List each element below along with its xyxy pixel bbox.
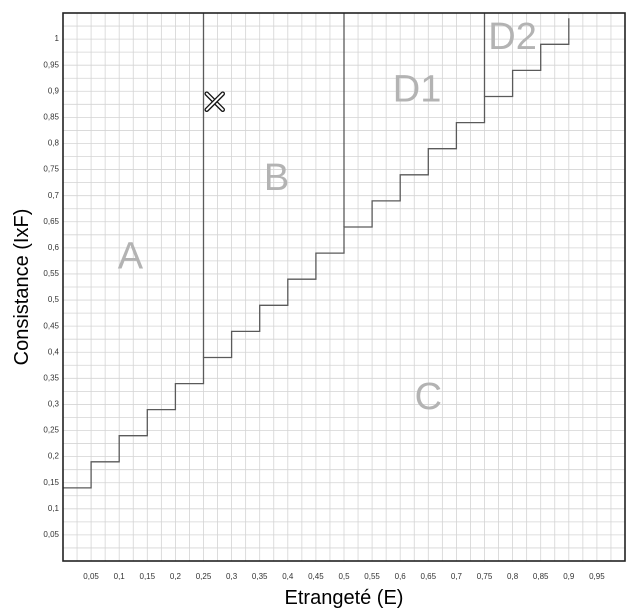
x-marker (204, 91, 225, 112)
region-label-c: C (415, 376, 442, 418)
y-tick-label: 0,7 (48, 191, 60, 200)
y-tick-label: 0,55 (43, 269, 59, 278)
x-tick-label: 0,5 (338, 572, 350, 581)
x-tick-labels: 0,05 0,1 0,15 0,2 0,25 0,3 0,35 0,4 0,45 0,5 0,55 0… (83, 572, 605, 581)
y-tick-label: 0,25 (43, 426, 59, 435)
x-tick-label: 0,05 (83, 572, 99, 581)
y-tick-label: 0,3 (48, 400, 60, 409)
x-tick-label: 0,85 (533, 572, 549, 581)
y-tick-label: 1 (55, 34, 60, 43)
y-tick-labels: 0,05 0,1 0,15 0,2 0,25 0,3 0,35 0,4 0,45 0,5 0,55 0… (43, 34, 59, 539)
x-tick-label: 0,25 (196, 572, 212, 581)
x-tick-label: 0,55 (364, 572, 380, 581)
y-tick-label: 0,35 (43, 373, 59, 382)
region-labels: A B C D1 D2 (118, 16, 537, 418)
region-label-b: B (264, 157, 289, 199)
x-tick-label: 0,8 (507, 572, 519, 581)
y-tick-label: 0,9 (48, 86, 60, 95)
y-tick-label: 0,85 (43, 112, 59, 121)
y-axis-title: Consistance (IxF) (11, 209, 33, 366)
y-tick-label: 0,45 (43, 321, 59, 330)
y-tick-label: 0,15 (43, 478, 59, 487)
y-tick-label: 0,5 (48, 295, 60, 304)
x-tick-label: 0,75 (477, 572, 493, 581)
y-tick-label: 0,1 (48, 504, 60, 513)
y-tick-label: 0,8 (48, 139, 60, 148)
x-tick-label: 0,9 (563, 572, 575, 581)
x-tick-label: 0,4 (282, 572, 294, 581)
x-tick-label: 0,15 (140, 572, 156, 581)
x-tick-label: 0,2 (170, 572, 182, 581)
region-label-a: A (118, 235, 144, 277)
y-tick-label: 0,6 (48, 243, 60, 252)
y-tick-label: 0,65 (43, 217, 59, 226)
x-tick-label: 0,7 (451, 572, 463, 581)
x-tick-label: 0,1 (114, 572, 126, 581)
plot-frame (62, 12, 626, 562)
data-markers (204, 91, 225, 112)
x-tick-label: 0,95 (589, 572, 605, 581)
y-tick-label: 0,05 (43, 530, 59, 539)
y-tick-label: 0,2 (48, 452, 60, 461)
x-tick-label: 0,65 (421, 572, 437, 581)
y-tick-label: 0,4 (48, 347, 60, 356)
x-tick-label: 0,45 (308, 572, 324, 581)
x-marker-stroke-inner (205, 92, 224, 111)
x-axis-title: Etrangeté (E) (285, 587, 404, 609)
y-tick-label: 0,75 (43, 165, 59, 174)
region-boundaries (63, 13, 570, 489)
y-tick-label: 0,95 (43, 60, 59, 69)
x-tick-label: 0,6 (395, 572, 407, 581)
region-label-d1: D1 (393, 68, 442, 110)
x-tick-label: 0,35 (252, 572, 268, 581)
x-tick-label: 0,3 (226, 572, 238, 581)
region-label-d2: D2 (488, 16, 537, 58)
